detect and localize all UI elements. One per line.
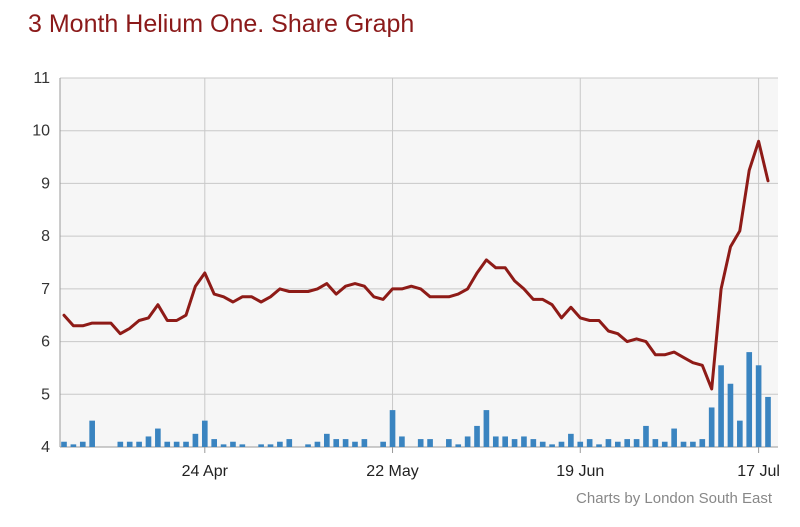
volume-bar bbox=[455, 444, 462, 447]
volume-bar bbox=[680, 441, 687, 447]
volume-bar bbox=[483, 410, 490, 447]
volume-bar bbox=[558, 441, 565, 447]
y-tick-label: 7 bbox=[41, 281, 50, 298]
y-tick-label: 5 bbox=[41, 386, 50, 403]
chart-title: 3 Month Helium One. Share Graph bbox=[28, 10, 415, 38]
volume-bar bbox=[577, 441, 584, 447]
volume-bar bbox=[633, 439, 640, 447]
y-tick-label: 10 bbox=[32, 123, 50, 140]
chart-credit: Charts by London South East bbox=[576, 490, 772, 507]
volume-bar bbox=[661, 441, 668, 447]
volume-bar bbox=[258, 444, 264, 447]
x-tick-label: 24 Apr bbox=[182, 463, 229, 480]
volume-bar bbox=[155, 428, 161, 447]
volume-bar bbox=[352, 441, 358, 447]
volume-bar bbox=[492, 436, 499, 447]
volume-bar bbox=[643, 425, 649, 447]
volume-bar bbox=[624, 439, 631, 447]
volume-bar bbox=[699, 439, 706, 447]
volume-bar bbox=[464, 436, 471, 447]
volume-bar bbox=[530, 439, 537, 447]
y-tick-label: 8 bbox=[41, 228, 50, 245]
price-line bbox=[62, 139, 770, 391]
volume-bar bbox=[746, 352, 753, 447]
volume-bar bbox=[511, 439, 518, 447]
volume-bar bbox=[314, 441, 321, 447]
volume-bar bbox=[502, 436, 508, 447]
volume-bar bbox=[211, 439, 218, 447]
volume-bar bbox=[61, 441, 67, 447]
volume-bar bbox=[239, 444, 246, 447]
volume-bar bbox=[173, 441, 180, 447]
volume-bar bbox=[549, 444, 555, 447]
volume-bar bbox=[586, 439, 593, 447]
volume-bar bbox=[417, 439, 424, 447]
volume-bar bbox=[652, 439, 659, 447]
volume-bar bbox=[324, 433, 330, 447]
volume-bar bbox=[708, 407, 715, 447]
volume-bar bbox=[521, 436, 527, 447]
volume-bar bbox=[690, 441, 696, 447]
volume-bar bbox=[277, 441, 283, 447]
volume-bar bbox=[718, 365, 724, 447]
volume-bar bbox=[117, 441, 124, 447]
volume-bar bbox=[79, 441, 86, 447]
volume-bar bbox=[267, 444, 274, 447]
volume-bar bbox=[220, 444, 227, 447]
volume-bar bbox=[305, 444, 311, 447]
volume-bar bbox=[164, 441, 171, 447]
volume-bar bbox=[136, 441, 142, 447]
volume-bar bbox=[474, 425, 480, 447]
volume-bar bbox=[727, 383, 734, 447]
volume-bar bbox=[427, 439, 433, 447]
y-tick-label: 4 bbox=[41, 439, 50, 456]
volume-bar bbox=[446, 439, 452, 447]
volume-bar bbox=[201, 420, 208, 447]
volume-bar bbox=[671, 428, 677, 447]
volume-bar bbox=[230, 441, 236, 447]
y-tick-label: 6 bbox=[41, 334, 50, 351]
y-tick-label: 11 bbox=[33, 70, 50, 87]
volume-bar bbox=[765, 396, 771, 447]
volume-bar bbox=[380, 441, 386, 447]
volume-bar bbox=[183, 441, 189, 447]
volume-bar bbox=[568, 433, 574, 447]
y-tick-label: 9 bbox=[41, 175, 50, 192]
volume-bar bbox=[389, 410, 396, 447]
volume-bar bbox=[192, 433, 199, 447]
volume-bar bbox=[286, 439, 293, 447]
volume-bar bbox=[342, 439, 349, 447]
volume-bar bbox=[89, 420, 95, 447]
volume-bar bbox=[737, 420, 743, 447]
volume-bar bbox=[70, 444, 77, 447]
plot-area bbox=[60, 78, 778, 447]
volume-bar bbox=[145, 436, 152, 447]
volume-bar bbox=[605, 439, 612, 447]
volume-bar bbox=[361, 439, 368, 447]
volume-bar bbox=[399, 436, 405, 447]
volume-bar bbox=[539, 441, 546, 447]
volume-bar bbox=[333, 439, 340, 447]
volume-bar bbox=[126, 441, 133, 447]
volume-bar bbox=[596, 444, 602, 447]
x-tick-label: 22 May bbox=[366, 463, 418, 480]
volume-bar bbox=[614, 441, 621, 447]
x-tick-label: 17 Jul bbox=[737, 463, 780, 480]
x-tick-label: 19 Jun bbox=[556, 463, 604, 480]
volume-bar bbox=[755, 365, 762, 447]
